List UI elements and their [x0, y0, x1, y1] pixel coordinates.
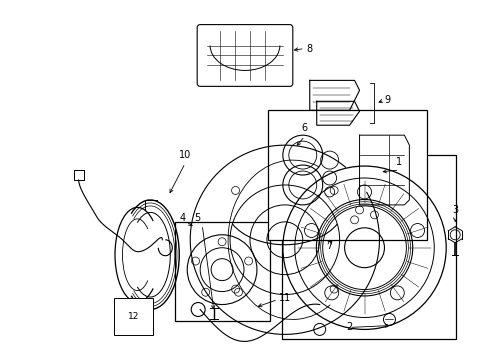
Bar — [281, 155, 455, 339]
Text: 8: 8 — [306, 44, 312, 54]
Bar — [267, 110, 427, 240]
Text: 9: 9 — [384, 95, 390, 105]
Text: 12: 12 — [127, 312, 139, 321]
Text: 10: 10 — [179, 150, 191, 160]
Text: 5: 5 — [194, 213, 200, 223]
Text: 1: 1 — [396, 157, 402, 167]
Text: 4: 4 — [179, 213, 185, 223]
Text: 6: 6 — [301, 123, 307, 133]
Text: 11: 11 — [278, 293, 290, 302]
Text: 2: 2 — [346, 323, 352, 332]
Bar — [175, 222, 269, 321]
Text: 7: 7 — [326, 241, 332, 251]
FancyBboxPatch shape — [197, 24, 292, 86]
Text: 3: 3 — [451, 205, 457, 215]
